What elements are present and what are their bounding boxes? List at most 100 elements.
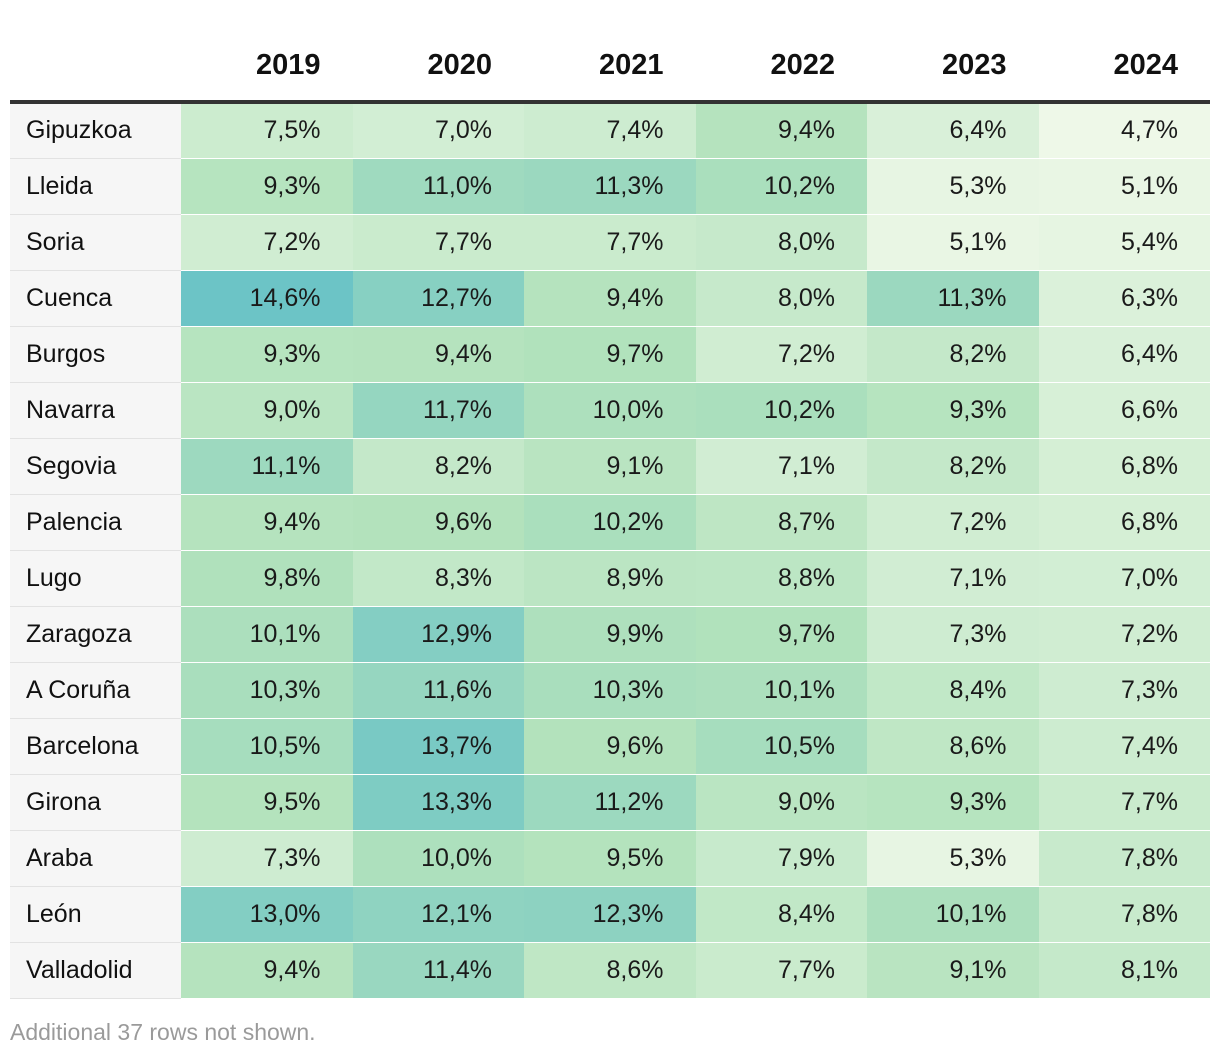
heatmap-cell: 10,2%: [695, 158, 867, 215]
heatmap-cell: 9,4%: [181, 494, 353, 551]
heatmap-cell: 7,2%: [867, 494, 1039, 551]
heatmap-cell: 9,5%: [181, 774, 353, 831]
heatmap-cell: 10,3%: [524, 662, 696, 719]
heatmap-cell: 9,4%: [352, 326, 524, 383]
heatmap-cell: 7,5%: [181, 101, 353, 159]
row-label: Araba: [10, 830, 181, 887]
column-header-year[interactable]: 2021: [524, 30, 696, 104]
row-label: Valladolid: [10, 942, 181, 999]
heatmap-cell: 10,1%: [181, 606, 353, 663]
table-row: León 13,0% 12,1% 12,3% 8,4% 10,1% 7,8%: [10, 886, 1210, 943]
heatmap-cell: 10,3%: [181, 662, 353, 719]
heatmap-cell: 13,7%: [352, 718, 524, 775]
heatmap-cell: 12,9%: [352, 606, 524, 663]
heatmap-cell: 8,4%: [695, 886, 867, 943]
table-row: Zaragoza 10,1% 12,9% 9,9% 9,7% 7,3% 7,2%: [10, 606, 1210, 663]
heatmap-cell: 7,1%: [695, 438, 867, 495]
row-label: Segovia: [10, 438, 181, 495]
heatmap-cell: 7,8%: [1038, 886, 1210, 943]
heatmap-cell: 10,2%: [695, 382, 867, 439]
heatmap-cell: 8,2%: [352, 438, 524, 495]
heatmap-cell: 7,9%: [695, 830, 867, 887]
heatmap-cell: 9,0%: [695, 774, 867, 831]
heatmap-cell: 11,2%: [524, 774, 696, 831]
heatmap-cell: 7,7%: [695, 942, 867, 999]
heatmap-cell: 11,7%: [352, 382, 524, 439]
column-header-year[interactable]: 2022: [695, 30, 867, 104]
table-row: Palencia 9,4% 9,6% 10,2% 8,7% 7,2% 6,8%: [10, 494, 1210, 551]
heatmap-cell: 7,4%: [1038, 718, 1210, 775]
heatmap-cell: 5,1%: [867, 214, 1039, 271]
heatmap-cell: 7,7%: [352, 214, 524, 271]
heatmap-cell: 8,3%: [352, 550, 524, 607]
heatmap-cell: 7,3%: [867, 606, 1039, 663]
heatmap-cell: 8,7%: [695, 494, 867, 551]
heatmap-table: 2019 2020 2021 2022 2023 2024 Gipuzkoa 7,…: [10, 30, 1210, 999]
heatmap-cell: 9,0%: [181, 382, 353, 439]
row-label: Cuenca: [10, 270, 181, 327]
heatmap-cell: 7,3%: [181, 830, 353, 887]
heatmap-cell: 10,1%: [867, 886, 1039, 943]
heatmap-cell: 8,6%: [867, 718, 1039, 775]
table-row: Girona 9,5% 13,3% 11,2% 9,0% 9,3% 7,7%: [10, 774, 1210, 831]
column-header-year[interactable]: 2023: [867, 30, 1039, 104]
heatmap-cell: 9,5%: [524, 830, 696, 887]
heatmap-cell: 12,7%: [352, 270, 524, 327]
heatmap-cell: 9,4%: [524, 270, 696, 327]
row-label: Burgos: [10, 326, 181, 383]
heatmap-cell: 6,4%: [867, 101, 1039, 159]
row-label: Barcelona: [10, 718, 181, 775]
heatmap-cell: 7,7%: [524, 214, 696, 271]
heatmap-cell: 5,3%: [867, 830, 1039, 887]
heatmap-cell: 9,8%: [181, 550, 353, 607]
heatmap-cell: 6,6%: [1038, 382, 1210, 439]
column-header-year[interactable]: 2024: [1038, 30, 1210, 104]
heatmap-cell: 9,3%: [867, 774, 1039, 831]
heatmap-cell: 10,0%: [524, 382, 696, 439]
column-header-name[interactable]: [10, 30, 181, 104]
table-row: A Coruña 10,3% 11,6% 10,3% 10,1% 8,4% 7,3%: [10, 662, 1210, 719]
heatmap-cell: 7,8%: [1038, 830, 1210, 887]
row-label: Soria: [10, 214, 181, 271]
heatmap-cell: 7,0%: [1038, 550, 1210, 607]
table-row: Burgos 9,3% 9,4% 9,7% 7,2% 8,2% 6,4%: [10, 326, 1210, 383]
heatmap-table-container: 2019 2020 2021 2022 2023 2024 Gipuzkoa 7,…: [10, 30, 1210, 999]
row-label: Gipuzkoa: [10, 101, 181, 159]
row-label: Lleida: [10, 158, 181, 215]
heatmap-cell: 7,3%: [1038, 662, 1210, 719]
heatmap-cell: 8,1%: [1038, 942, 1210, 999]
heatmap-cell: 8,2%: [867, 326, 1039, 383]
heatmap-cell: 5,1%: [1038, 158, 1210, 215]
heatmap-cell: 13,3%: [352, 774, 524, 831]
heatmap-cell: 9,6%: [524, 718, 696, 775]
heatmap-cell: 6,8%: [1038, 494, 1210, 551]
heatmap-cell: 9,3%: [867, 382, 1039, 439]
heatmap-cell: 7,2%: [695, 326, 867, 383]
heatmap-cell: 9,3%: [181, 158, 353, 215]
heatmap-cell: 9,4%: [181, 942, 353, 999]
heatmap-cell: 10,1%: [695, 662, 867, 719]
table-row: Navarra 9,0% 11,7% 10,0% 10,2% 9,3% 6,6%: [10, 382, 1210, 439]
row-label: Palencia: [10, 494, 181, 551]
heatmap-cell: 8,2%: [867, 438, 1039, 495]
column-header-year[interactable]: 2020: [352, 30, 524, 104]
heatmap-cell: 11,3%: [867, 270, 1039, 327]
column-header-year[interactable]: 2019: [181, 30, 353, 104]
heatmap-cell: 8,0%: [695, 214, 867, 271]
row-label: Navarra: [10, 382, 181, 439]
heatmap-cell: 9,7%: [524, 326, 696, 383]
heatmap-cell: 11,3%: [524, 158, 696, 215]
heatmap-cell: 9,7%: [695, 606, 867, 663]
heatmap-cell: 8,8%: [695, 550, 867, 607]
heatmap-cell: 9,1%: [867, 942, 1039, 999]
heatmap-cell: 7,4%: [524, 101, 696, 159]
heatmap-cell: 7,2%: [181, 214, 353, 271]
row-label: Lugo: [10, 550, 181, 607]
heatmap-cell: 12,3%: [524, 886, 696, 943]
table-row: Gipuzkoa 7,5% 7,0% 7,4% 9,4% 6,4% 4,7%: [10, 101, 1210, 159]
heatmap-cell: 11,4%: [352, 942, 524, 999]
table-row: Segovia 11,1% 8,2% 9,1% 7,1% 8,2% 6,8%: [10, 438, 1210, 495]
heatmap-cell: 6,8%: [1038, 438, 1210, 495]
row-label: Zaragoza: [10, 606, 181, 663]
table-row: Lugo 9,8% 8,3% 8,9% 8,8% 7,1% 7,0%: [10, 550, 1210, 607]
